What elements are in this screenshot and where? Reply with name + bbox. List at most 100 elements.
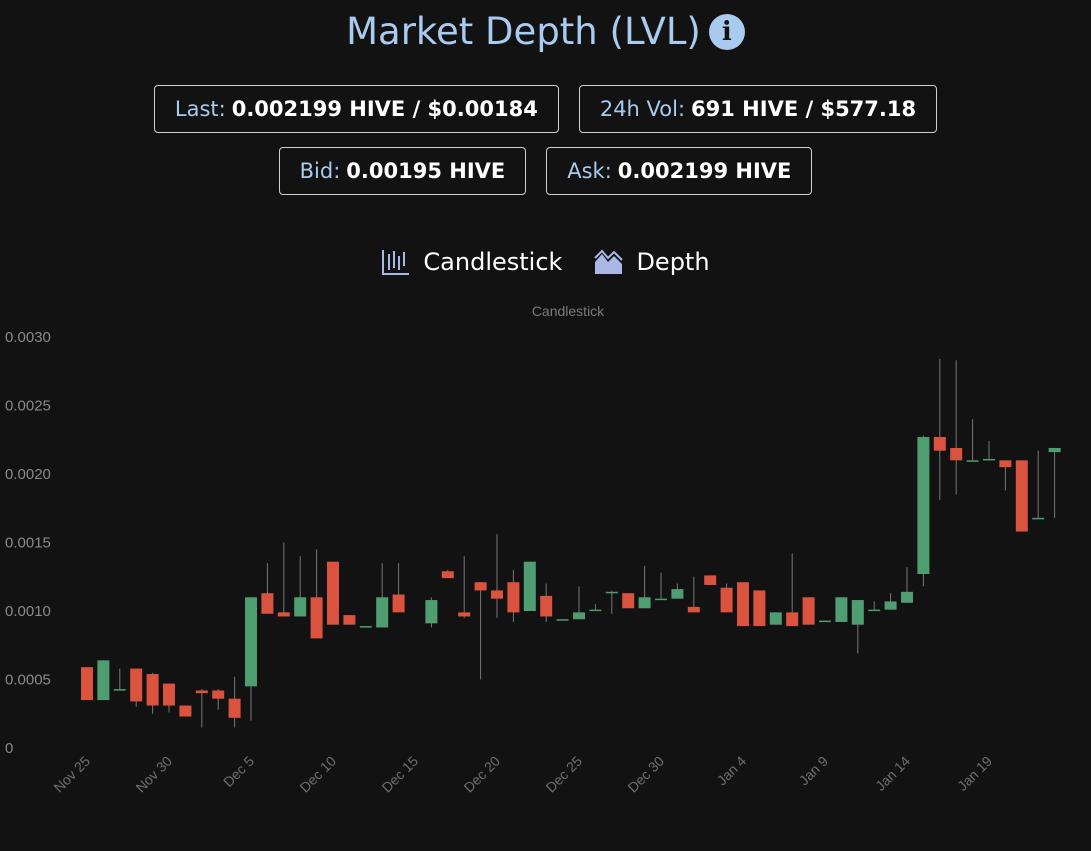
candle-body [491,590,503,599]
candle-body [950,447,963,461]
candle-body [474,582,487,591]
title: Market Depth (LVL) [346,10,701,53]
stat-box: Last: 0.002199 HIVE / $0.00184 [153,85,559,133]
candle-body [343,615,356,625]
candle-body [884,601,897,610]
candle-body [179,705,192,717]
y-tick-label: 0 [5,740,13,757]
candle-body [605,591,618,594]
candle-body [245,597,257,687]
x-tick-label: Jan 9 [796,753,832,789]
candle-body [589,609,602,612]
x-tick-label: Dec 10 [296,753,339,796]
y-tick-label: 0.0005 [5,672,51,689]
stat-value: 0.00195 HIVE [346,159,506,183]
candle-body [540,595,553,617]
candle-body [441,571,454,579]
candle-body [556,619,569,621]
candle-body [81,667,93,701]
candle-body [507,582,520,613]
candle-body [195,690,208,694]
candle-body [720,587,733,613]
candle-body [376,597,389,628]
candle-body [1032,517,1045,520]
candle-body [769,612,782,625]
candle-body [983,458,995,461]
candle-body [819,620,831,623]
candle-body [671,589,684,599]
candle-body [327,561,339,625]
stats: Last: 0.002199 HIVE / $0.00184 24h Vol: 69… [40,85,1051,195]
candlestick-icon [382,250,410,275]
candle-body [737,582,749,627]
candle-body [687,606,700,613]
candle-body [113,689,126,691]
stat-value: 0.002199 HIVE / $0.00184 [231,97,538,121]
x-tick-label: Dec 15 [378,753,421,796]
candle-body [294,597,307,617]
candle-body [638,597,651,609]
candle-body [130,668,143,702]
candle-body [999,460,1012,468]
tab[interactable]: Candlestick [381,248,562,276]
candle-body [228,698,241,718]
stat-label: Bid: [299,159,341,183]
candle-body [901,591,913,603]
stat-value: 691 HIVE / $577.18 [691,97,917,121]
chart: Candlestick 0 0.0005 0.0010 0.0015 0.0020 0.0… [5,303,1061,796]
chart-title: Candlestick [532,303,605,319]
y-tick-label: 0.0015 [5,535,51,552]
y-tick-label: 0.0025 [5,398,51,415]
candle-body [835,597,848,622]
stat-label: Last: [174,97,226,121]
candle-body [1015,460,1028,532]
candle-body [917,437,930,575]
candle-body [277,612,290,617]
candle-body [655,598,667,601]
candle-body [802,597,815,625]
candle-body [1048,447,1061,453]
y-tick-label: 0.0030 [5,329,51,346]
x-tick-label: Dec 30 [624,753,667,796]
x-tick-label: Dec 20 [460,753,503,796]
candle-body [933,437,946,451]
stat-box: Ask: 0.002199 HIVE [546,147,813,195]
candle-body [622,593,635,609]
y-tick-label: 0.0010 [5,603,51,620]
info-icon[interactable]: i [708,14,745,50]
x-tick-label: Nov 25 [50,753,93,796]
x-tick-label: Jan 19 [954,753,995,794]
stat-label: 24h Vol: [599,97,686,121]
candle-body [753,590,766,627]
x-tick-label: Nov 30 [132,753,175,796]
candle-body [359,626,372,628]
candle-body [786,612,799,627]
candle-body [392,594,405,613]
candle-body [868,609,881,612]
tab-label: Depth [636,248,710,276]
header: Market Depth (LVL) i [0,10,1091,53]
stat-box: Bid: 0.00195 HIVE [278,147,527,195]
candle-body [97,660,110,701]
candle-body [425,600,438,624]
y-tick-label: 0.0020 [5,466,51,483]
candle-body [573,612,585,620]
x-tick-label: Dec 25 [542,753,585,796]
candle-body [163,683,175,706]
stat-box: 24h Vol: 691 HIVE / $577.18 [578,85,938,133]
candle-body [212,690,225,699]
stat-value: 0.002199 HIVE [617,159,792,183]
tab[interactable]: Depth [594,248,710,276]
candle-body [966,460,979,462]
x-tick-label: Jan 14 [872,753,913,794]
candle-body [261,593,274,614]
candle-body [851,600,864,625]
tab-label: Candlestick [423,248,563,276]
stat-label: Ask: [567,159,612,183]
x-tick-label: Dec 5 [220,753,257,790]
candle-body [704,575,717,585]
candle-body [523,561,536,611]
tabs: Candlestick Depth [0,248,1091,276]
depth-icon [594,249,624,274]
